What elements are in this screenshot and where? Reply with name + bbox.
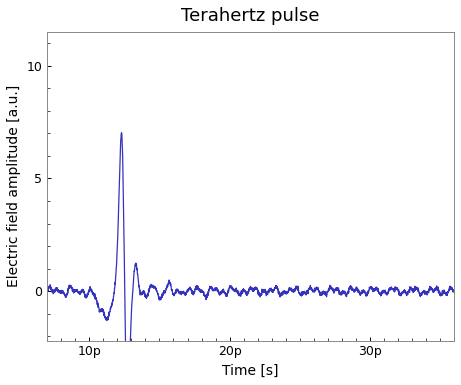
Title: Terahertz pulse: Terahertz pulse: [181, 7, 320, 25]
Y-axis label: Electric field amplitude [a.u.]: Electric field amplitude [a.u.]: [7, 85, 21, 288]
X-axis label: Time [s]: Time [s]: [222, 364, 279, 378]
